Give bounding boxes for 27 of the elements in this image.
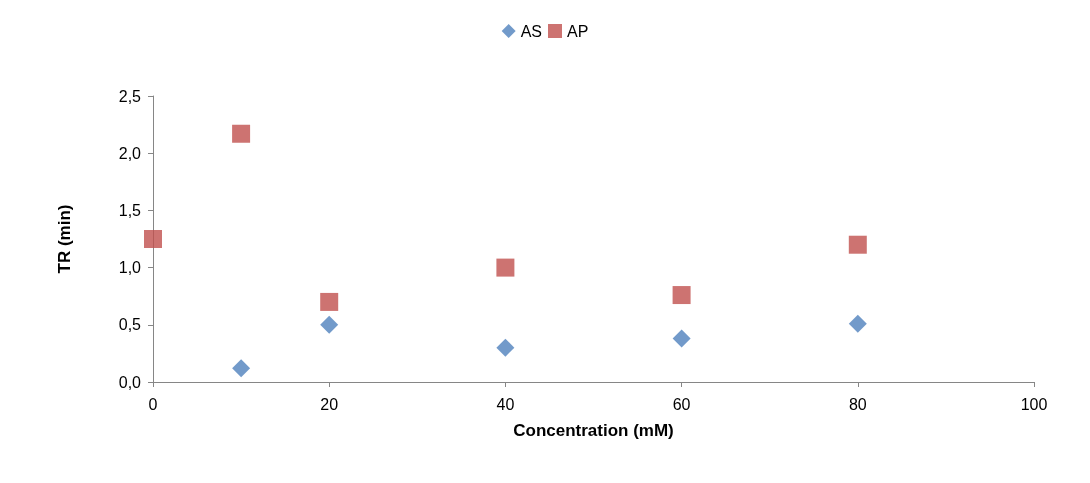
point <box>232 359 251 378</box>
point <box>848 235 867 254</box>
y-tick-label: 0,5 <box>118 316 142 334</box>
point <box>672 286 691 305</box>
point <box>320 315 339 334</box>
x-tick-label: 100 <box>1020 395 1048 413</box>
point <box>496 258 515 277</box>
point <box>320 292 339 311</box>
point <box>496 338 515 357</box>
x-tick-label: 80 <box>848 395 867 413</box>
x-axis-title: Concentration (mM) <box>513 421 674 440</box>
y-tick-label: 0,0 <box>118 373 142 391</box>
point <box>848 314 867 333</box>
legend-label: AS <box>520 22 542 40</box>
y-tick-label: 1,5 <box>118 201 142 219</box>
y-tick-label: 2,5 <box>118 87 142 105</box>
y-axis-title: TR (min) <box>55 204 74 274</box>
x-tick-label: 60 <box>672 395 691 413</box>
legend-label: AP <box>567 22 589 40</box>
x-tick-label: 40 <box>496 395 515 413</box>
y-tick-label: 2,0 <box>118 144 142 162</box>
point <box>144 230 162 248</box>
point <box>232 124 251 143</box>
x-tick-label: 0 <box>148 395 158 413</box>
point <box>672 329 691 348</box>
x-tick-label: 20 <box>320 395 339 413</box>
y-tick-label: 1,0 <box>118 259 142 277</box>
